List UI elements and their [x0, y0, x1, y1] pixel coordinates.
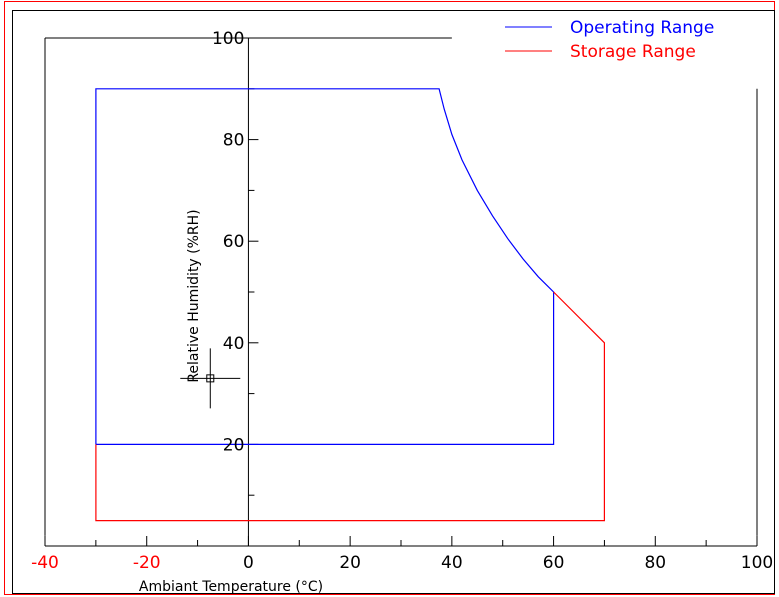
- axes: [44, 37, 758, 547]
- x-tick-label: 80: [644, 553, 666, 573]
- x-tick-label: -20: [133, 553, 161, 573]
- legend-entry: Operating Range: [570, 18, 714, 38]
- legend-entry: Storage Range: [570, 42, 696, 62]
- x-axis-label: Ambiant Temperature (°C): [139, 579, 323, 595]
- y-axis-label: Relative Humidity (%RH): [186, 209, 202, 382]
- x-tick-label: 100: [741, 553, 773, 573]
- series-line-operating: [95, 88, 555, 445]
- y-tick-label: 80: [223, 131, 245, 151]
- reference-outline: [44, 37, 758, 536]
- x-tick-label: 0: [243, 553, 254, 573]
- x-tick-label: -40: [31, 553, 59, 573]
- x-tick-label: 40: [441, 553, 463, 573]
- x-tick-label: 60: [543, 553, 565, 573]
- series-lines: [95, 88, 606, 522]
- y-tick-label: 20: [223, 435, 245, 455]
- outer-frame: [4, 1, 775, 595]
- y-tick-label: 60: [223, 232, 245, 252]
- legend: Operating Range Storage Range: [505, 18, 714, 62]
- tick-labels: -40 -20 0 20 40 60 80 100 20 40 60 80 100: [31, 29, 773, 573]
- y-tick-label: 40: [223, 334, 245, 354]
- plot-frame: [12, 10, 775, 594]
- x-tick-label: 20: [339, 553, 361, 573]
- series-line-storage: [95, 291, 606, 522]
- y-tick-label: 100: [212, 29, 244, 49]
- crosshair-cursor: [180, 348, 241, 409]
- cursor-box: [206, 374, 215, 383]
